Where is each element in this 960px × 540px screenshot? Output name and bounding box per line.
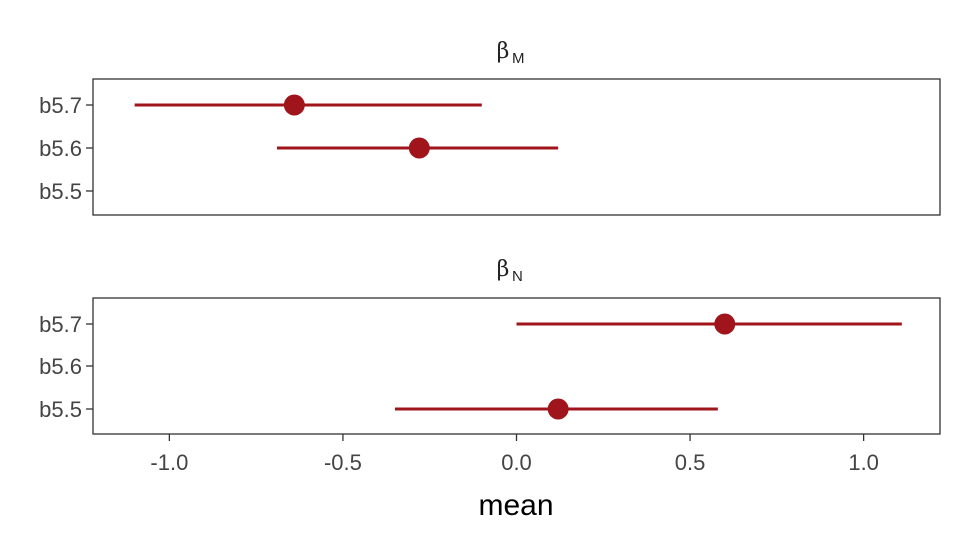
panel-title-subscript: N [512, 268, 523, 285]
panel-beta-m: β M b5.7 b5.6 b5.5 [39, 39, 941, 216]
x-tick-label: 1.0 [848, 450, 879, 475]
y-tick-label: b5.7 [39, 93, 82, 118]
mean-point [714, 313, 736, 335]
panel-title-subscript: M [512, 50, 525, 67]
y-tick-label: b5.5 [39, 179, 82, 204]
x-tick-label: -0.5 [324, 450, 362, 475]
mean-point [408, 137, 430, 159]
mean-point [283, 94, 305, 116]
estimates [395, 313, 902, 420]
panel-beta-n: β N b5.7 b5.6 b5.5 [39, 257, 941, 435]
y-axis: b5.7 b5.6 b5.5 [39, 312, 93, 422]
x-axis-title: mean [478, 489, 553, 522]
x-tick-label: 0.5 [675, 450, 706, 475]
y-tick-label: b5.7 [39, 312, 82, 337]
x-axis: -1.0 -0.5 0.0 0.5 1.0 [150, 434, 879, 475]
panel-title-symbol: β [497, 257, 510, 282]
panel-border [92, 78, 941, 216]
panel-border [92, 297, 941, 435]
y-tick-label: b5.6 [39, 354, 82, 379]
y-axis: b5.7 b5.6 b5.5 [39, 93, 93, 204]
y-tick-label: b5.6 [39, 136, 82, 161]
y-tick-label: b5.5 [39, 397, 82, 422]
mean-point [547, 398, 569, 420]
estimates [134, 94, 559, 159]
x-tick-label: -1.0 [150, 450, 188, 475]
x-tick-label: 0.0 [501, 450, 532, 475]
panel-title-symbol: β [497, 39, 510, 64]
